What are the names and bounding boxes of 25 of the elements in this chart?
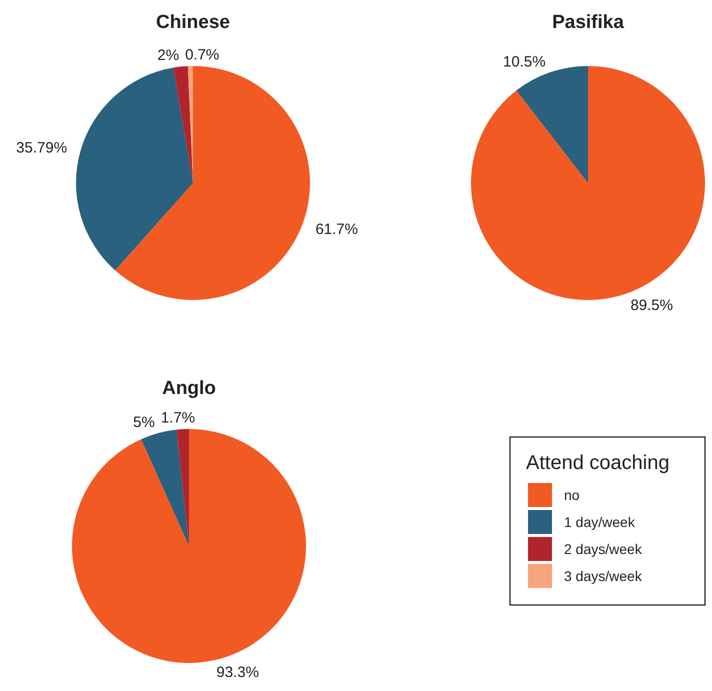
data-label: 89.5% bbox=[630, 296, 673, 314]
chart-title: Chinese bbox=[156, 12, 230, 33]
data-label: 2% bbox=[157, 47, 180, 64]
pie-slice bbox=[141, 430, 189, 546]
legend-title: Attend coaching bbox=[526, 452, 670, 474]
data-label: 35.79% bbox=[16, 140, 68, 157]
legend-label: 3 days/week bbox=[564, 568, 643, 584]
legend-label: no bbox=[564, 487, 580, 503]
data-label: 5% bbox=[133, 414, 155, 431]
pie-slice bbox=[115, 66, 310, 300]
data-label: 93.3% bbox=[216, 664, 259, 681]
data-label: 1.7% bbox=[160, 409, 196, 426]
pie-slice bbox=[72, 429, 306, 663]
data-label: 0.7% bbox=[185, 46, 220, 64]
chart-title: Anglo bbox=[162, 378, 216, 399]
pie-slice bbox=[173, 66, 193, 183]
chart-title: Pasifika bbox=[552, 12, 624, 33]
pie-slice bbox=[176, 429, 189, 546]
data-label: 10.5% bbox=[503, 53, 546, 70]
pie-slice bbox=[76, 68, 193, 270]
legend-label: 1 day/week bbox=[564, 514, 636, 530]
data-label: 61.7% bbox=[315, 220, 358, 238]
pie-slice bbox=[516, 66, 588, 183]
legend-label: 2 days/week bbox=[564, 541, 643, 557]
pie-slice bbox=[471, 66, 705, 300]
